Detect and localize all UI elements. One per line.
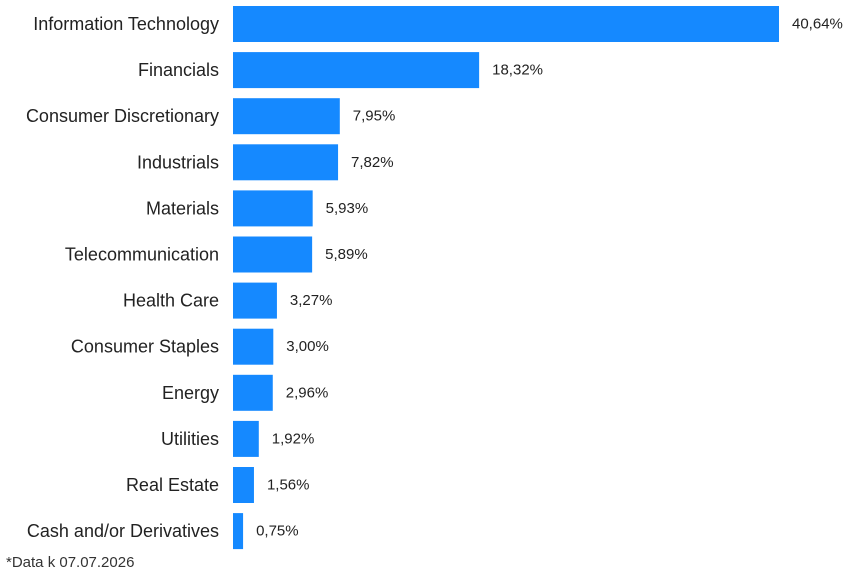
bar [233, 6, 779, 42]
bars-group [233, 6, 779, 550]
category-label: Real Estate [126, 475, 219, 495]
bar [233, 513, 244, 550]
category-label: Cash and/or Derivatives [27, 521, 219, 541]
value-label: 0,75% [256, 523, 299, 540]
bar [233, 374, 273, 411]
value-label: 1,56% [267, 477, 310, 494]
category-label: Materials [146, 198, 219, 218]
value-label: 7,82% [351, 154, 394, 171]
footnote: *Data k 07.07.2026 [6, 554, 135, 571]
bar [233, 98, 340, 135]
value-label: 3,27% [290, 292, 333, 309]
category-label: Energy [162, 383, 219, 403]
category-label: Consumer Discretionary [26, 106, 219, 126]
value-labels-group: 40,64% 18,32% 7,95% 7,82% 5,93% 5,89% 3,27% 3,0… [256, 16, 843, 540]
value-label: 40,64% [792, 16, 843, 33]
category-label: Health Care [123, 291, 219, 311]
bar [233, 144, 339, 181]
bar [233, 190, 313, 227]
bar [233, 467, 254, 503]
value-label: 18,32% [492, 62, 543, 79]
category-label: Information Technology [33, 14, 219, 34]
value-label: 2,96% [286, 384, 329, 401]
value-label: 7,95% [353, 108, 396, 125]
category-label: Consumer Staples [71, 337, 219, 357]
category-label: Telecommunication [65, 245, 219, 265]
bar [233, 236, 313, 273]
category-label: Industrials [137, 152, 219, 172]
bar [233, 282, 277, 319]
value-label: 3,00% [286, 338, 329, 355]
category-label: Utilities [161, 429, 219, 449]
value-label: 5,93% [326, 200, 369, 217]
bar [233, 420, 259, 457]
bar [233, 52, 480, 89]
bar [233, 328, 274, 365]
value-label: 1,92% [272, 430, 315, 447]
category-labels-group: Information Technology Financials Consumer… [26, 14, 219, 541]
category-label: Financials [138, 60, 219, 80]
value-label: 5,89% [325, 246, 368, 263]
